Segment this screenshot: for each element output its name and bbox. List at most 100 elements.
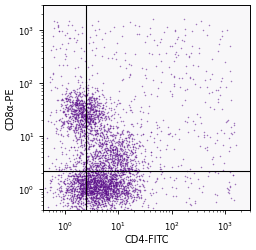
Point [100,88,104,92]
Point [66,98,70,102]
Point [86,105,90,109]
Point [104,188,108,192]
Point [121,158,125,162]
Point [133,146,137,150]
Point [107,161,111,165]
Point [92,97,96,101]
Point [91,107,95,111]
Point [188,77,193,81]
Point [128,172,132,176]
Point [128,175,132,179]
Point [98,194,102,198]
Point [74,104,79,108]
Point [117,181,121,185]
Point [111,170,115,174]
Point [106,154,110,158]
Point [119,164,123,168]
Point [115,187,119,191]
Point [47,166,51,170]
Point [93,86,98,90]
Point [75,202,79,205]
Point [80,192,84,196]
Point [79,180,83,184]
Point [80,180,84,184]
Point [59,188,63,192]
Point [111,173,115,177]
Point [95,184,99,188]
Point [68,107,72,111]
Point [125,207,129,211]
Point [92,196,97,200]
Point [93,189,97,193]
Point [50,162,54,166]
Point [123,168,127,172]
Point [94,202,98,206]
Point [102,176,106,180]
Point [81,184,85,188]
Point [81,114,86,118]
Point [57,182,61,186]
Point [94,112,98,116]
Point [104,198,108,202]
Point [84,175,88,179]
Point [111,178,115,182]
Point [114,196,118,200]
Point [92,126,96,130]
Point [74,189,79,193]
Point [77,93,81,97]
Point [103,107,107,111]
Point [94,179,99,183]
Point [72,174,76,178]
Point [74,109,78,113]
Point [132,98,136,102]
Point [72,204,76,208]
Point [122,167,126,171]
Point [57,165,61,169]
Point [80,186,84,190]
Point [78,145,82,149]
Point [80,182,84,186]
Point [157,40,162,44]
Point [123,189,127,193]
Point [111,181,115,185]
Point [65,100,69,103]
Point [99,169,103,173]
Point [64,167,68,171]
Point [61,121,65,125]
Point [76,124,80,128]
Point [94,171,98,175]
Point [83,121,87,125]
Point [118,195,122,199]
Point [115,130,120,134]
Point [100,156,104,160]
Point [129,207,133,211]
Point [82,182,86,186]
Point [85,192,89,196]
Point [98,156,102,160]
Point [103,116,107,120]
Point [109,192,113,196]
Point [111,165,115,169]
Point [93,185,98,189]
Point [77,193,81,197]
Point [71,197,75,201]
Point [78,191,82,195]
Point [129,132,133,136]
Point [92,174,97,178]
Point [93,196,97,200]
Point [93,108,97,112]
Point [84,108,88,112]
Point [100,192,104,196]
Point [188,202,192,206]
Point [97,188,101,192]
Point [65,187,69,191]
Point [137,195,141,199]
Point [117,188,121,192]
Point [106,192,110,196]
Point [90,117,94,121]
Point [111,174,115,178]
Point [111,185,115,189]
Point [117,193,121,197]
Point [74,108,78,112]
Point [79,119,83,123]
